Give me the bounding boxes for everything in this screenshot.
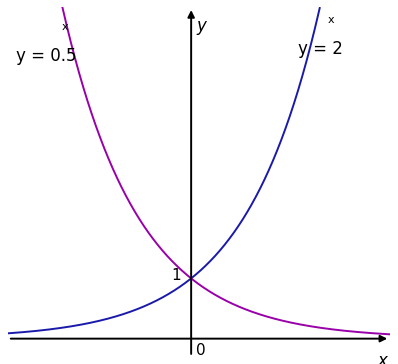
Text: 1: 1 bbox=[171, 268, 181, 283]
Text: 0: 0 bbox=[196, 344, 206, 359]
Text: x: x bbox=[328, 15, 334, 25]
Text: y: y bbox=[196, 17, 206, 35]
Text: y = 2: y = 2 bbox=[298, 40, 343, 58]
Text: x: x bbox=[378, 352, 387, 364]
Text: y = 0.5: y = 0.5 bbox=[16, 47, 76, 65]
Text: x: x bbox=[62, 22, 68, 32]
